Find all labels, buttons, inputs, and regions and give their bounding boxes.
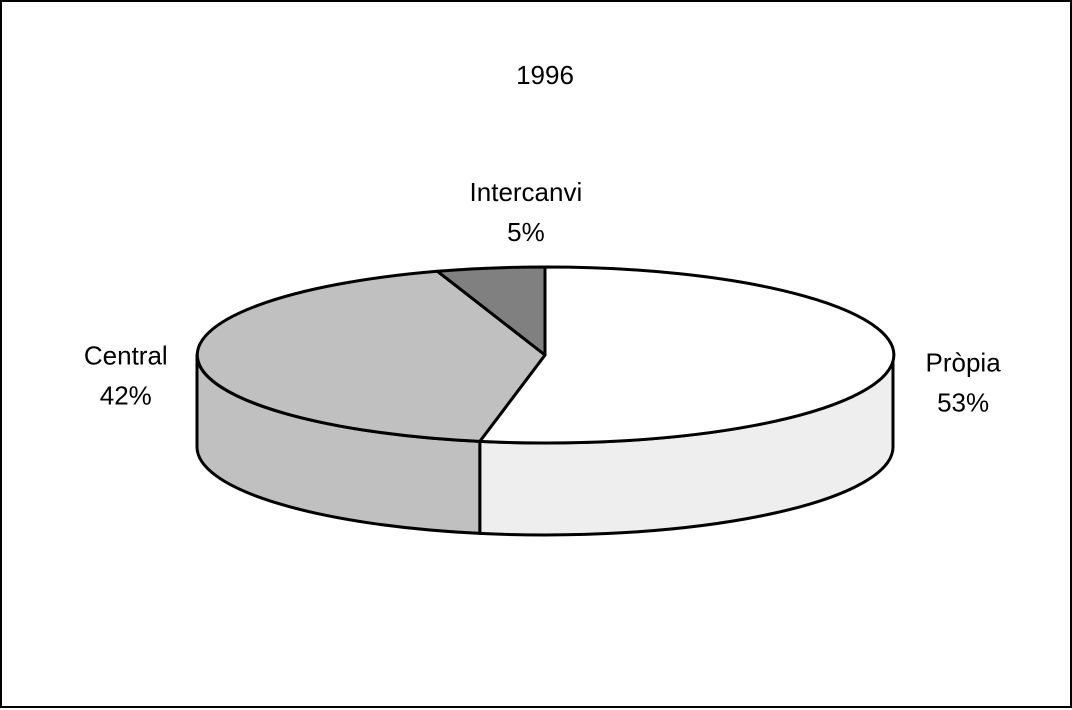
pie-slice-central <box>195 269 547 443</box>
pie-slice-propia <box>478 265 896 445</box>
pie-slice-intercanvi <box>436 265 547 357</box>
slice-value-propia: 53% <box>937 387 989 417</box>
slice-value-intercanvi: 5% <box>507 217 545 247</box>
slice-value-central: 42% <box>100 381 152 411</box>
chart-title: 1996 <box>516 60 574 90</box>
pie-labels: Pròpia 53% Central 42% Intercanvi 5% <box>84 177 1001 417</box>
slice-label-central: Central <box>84 341 168 371</box>
slice-label-propia: Pròpia <box>926 347 1002 377</box>
slice-label-intercanvi: Intercanvi <box>470 177 583 207</box>
pie-tops <box>195 265 896 445</box>
